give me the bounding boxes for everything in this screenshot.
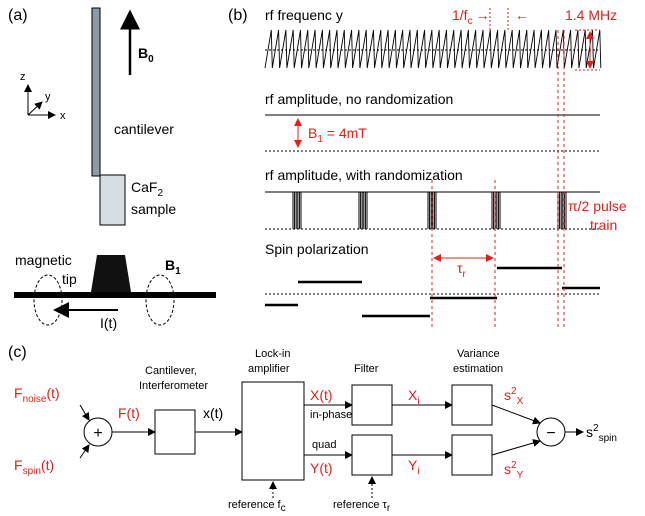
no-random-label: rf amplitude, no randomization [265, 91, 453, 107]
rf-sawtooth [264, 29, 602, 69]
inphase-label: in-phase [310, 409, 352, 421]
arrow [79, 404, 90, 421]
s2x-label: s2X [504, 386, 524, 407]
xt-small: x(t) [203, 405, 223, 421]
field-loop [145, 274, 175, 326]
panel-c: (c) Fnoise(t) Fspin(t) + F(t) Cantilever… [8, 344, 617, 514]
tau-label: τr [457, 260, 467, 280]
span-label: 1.4 MHz [565, 7, 617, 23]
axes-icon [24, 84, 56, 119]
magnetic-tip [91, 255, 131, 292]
period-label: 1/fc → [452, 7, 490, 27]
with-random-label: rf amplitude, with randomization [265, 167, 463, 183]
Xi-label: Xi [408, 387, 420, 407]
Yt-label: Y(t) [310, 460, 333, 476]
train-label: train [590, 217, 617, 233]
axis-z: z [20, 71, 26, 83]
magnetic-label: magnetic [15, 252, 72, 268]
pulse-label: π/2 pulse [568, 198, 627, 214]
Yi-label: Yi [408, 457, 420, 477]
axis-y: y [45, 91, 51, 103]
field-loop [33, 274, 63, 326]
Xt-label: X(t) [310, 387, 333, 403]
s2spin-label: s2spin [586, 423, 617, 444]
cantilever-block [154, 409, 196, 455]
cantilever-beam [91, 7, 101, 177]
lockin-label: Lock-in [255, 348, 290, 360]
panel-label: (b) [228, 7, 248, 24]
period-arrow: ← [515, 7, 529, 23]
sample-label: sample [131, 201, 176, 217]
quad-label: quad [312, 439, 336, 451]
panel-label: (c) [8, 344, 27, 361]
lockin-block [241, 381, 305, 481]
f-spin: Fspin(t) [14, 457, 54, 477]
minus: − [546, 425, 555, 442]
wire [14, 292, 216, 298]
f-noise: Fnoise(t) [14, 385, 60, 405]
filter-block [351, 384, 393, 426]
ref-f-label: reference fc [228, 499, 286, 514]
ft-label: F(t) [118, 405, 140, 421]
spin-label: Spin polarization [265, 241, 369, 257]
interferometer-label: Interferometer [139, 380, 208, 392]
tip-label: tip [62, 271, 77, 287]
arrow [491, 404, 541, 425]
current-label: I(t) [100, 315, 117, 331]
axis-x: x [60, 110, 66, 122]
rf-frequency-label: rf frequenc y [265, 7, 343, 23]
s2y-label: s2Y [504, 460, 524, 481]
sample-block [99, 174, 126, 226]
filter-label: Filter [354, 363, 379, 375]
panel-label: (a) [8, 7, 28, 24]
filter-block [351, 434, 393, 476]
variance-label: Variance [457, 348, 500, 360]
variance-block [451, 384, 493, 426]
plus: + [93, 425, 102, 442]
sync-lines [431, 30, 565, 330]
sample-material: CaF2 [131, 179, 163, 199]
cantilever-label: cantilever [114, 121, 174, 137]
arrow [79, 444, 90, 459]
variance-block [451, 434, 493, 476]
pulse-bursts [292, 192, 567, 229]
panel-a: (a) B0 z y x cantilever CaF2 sample magn… [8, 7, 216, 331]
b1-amp-label: B1 = 4mT [308, 125, 367, 145]
estimation-label: estimation [453, 363, 503, 375]
panel-b: (b) rf frequenc y 1/fc → ← 1.4 MHz rf amp… [228, 7, 627, 330]
ref-tau-label: reference τr [333, 499, 391, 514]
spin-steps [265, 266, 600, 318]
b0-label: B0 [138, 45, 154, 65]
arrow [491, 439, 541, 456]
amplifier-label: amplifier [248, 363, 290, 375]
cantilever-block-label: Cantilever, [145, 365, 197, 377]
b1-label: B1 [165, 257, 181, 277]
